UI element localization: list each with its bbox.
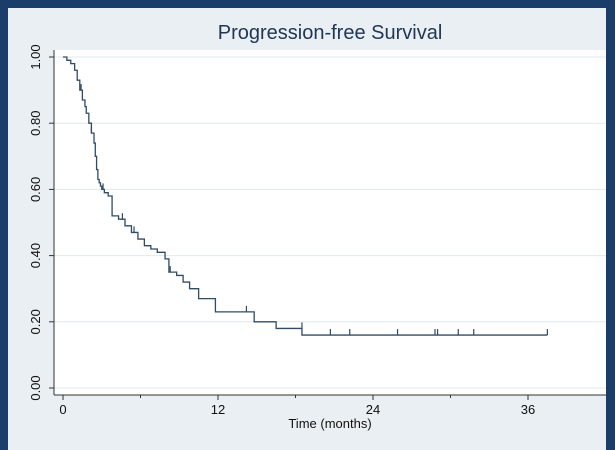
y-tick-label: 0.00 — [28, 375, 43, 400]
survival-chart: Progression-free Survival 0.000.200.400.… — [28, 22, 606, 431]
y-tick-label: 1.00 — [28, 44, 43, 69]
chart-title: Progression-free Survival — [218, 22, 443, 44]
x-axis-title: Time (months) — [288, 416, 371, 431]
axes — [49, 50, 606, 400]
survival-step-line — [63, 56, 548, 336]
x-tick-label: 24 — [366, 402, 380, 417]
x-tick-label: 0 — [59, 402, 66, 417]
y-tick-label: 0.20 — [28, 309, 43, 334]
chart-frame: Progression-free Survival 0.00 0.20 0.40 0.… — [8, 8, 606, 450]
plot-area — [54, 50, 606, 395]
x-tick-label: 36 — [521, 402, 535, 417]
grid-lines — [54, 56, 606, 389]
x-tick-label: 12 — [211, 402, 225, 417]
tick-labels: 0.00 0.20 0.40 0.60 0.80 1.00 0 12 24 36 — [28, 44, 535, 417]
y-tick-label: 0.40 — [28, 243, 43, 268]
y-tick-label: 0.60 — [28, 177, 43, 202]
series-layer — [63, 56, 548, 336]
y-tick-label: 0.80 — [28, 111, 43, 136]
